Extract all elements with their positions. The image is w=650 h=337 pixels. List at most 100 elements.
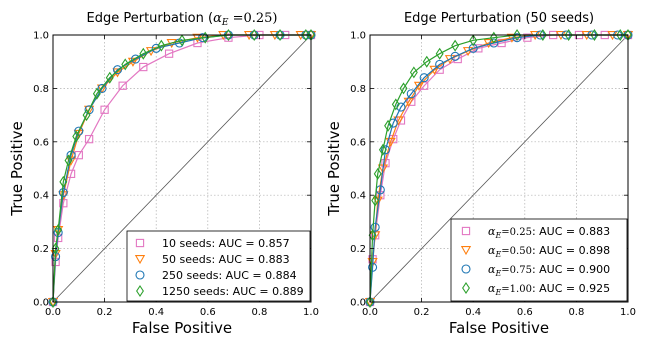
- x-tick-label: 0.2: [97, 307, 113, 318]
- axes-frame: [369, 34, 629, 303]
- data-point: [435, 59, 445, 69]
- data-point: [49, 296, 57, 308]
- legend-label: 250 seeds: AUC = 0.884: [162, 269, 297, 282]
- data-point: [366, 296, 374, 308]
- x-tick-label: 1.0: [620, 307, 636, 318]
- data-point: [489, 38, 499, 48]
- legend-alpha-value: =0.25: [501, 227, 532, 238]
- data-point: [82, 109, 91, 122]
- y-tick-label: 0.8: [350, 84, 366, 95]
- legend-alpha-value: =0.50: [501, 246, 532, 257]
- x-tick-label: 0.6: [200, 307, 216, 318]
- legend-symbol: α: [488, 263, 496, 276]
- y-tick-label: 0.4: [350, 191, 366, 202]
- chart-title: Edge Perturbation (αE =0.25): [87, 11, 278, 28]
- legend-label: αE=0.50: AUC = 0.898: [488, 244, 610, 259]
- legend-box: [450, 218, 628, 302]
- legend-marker: [135, 270, 145, 280]
- diagonal-reference-line: [52, 34, 312, 303]
- chart-panel-2: 0.0 0.2 0.4 0.6 0.8 1.0 0.0 0.2 0.4 0.6 0.8 1.0 Fals…: [325, 11, 636, 337]
- data-point: [157, 39, 166, 52]
- data-point: [58, 187, 68, 198]
- chart-panel-1: 0.0 0.2 0.4 0.6 0.8 1.0 0.0 0.2 0.4 0.6 0.8 1.0 Fals…: [8, 11, 319, 337]
- legend-item: αE=0.25: AUC = 0.883: [461, 225, 610, 240]
- data-point: [419, 73, 429, 83]
- legend-item: 250 seeds: AUC = 0.884: [135, 269, 297, 282]
- legend-item: 10 seeds: AUC = 0.857: [135, 237, 290, 250]
- axes-frame: [52, 34, 312, 303]
- legend-item: αE=0.75: AUC = 0.900: [461, 263, 610, 278]
- legend-symbol: α: [488, 244, 496, 257]
- data-point: [178, 34, 186, 47]
- y-tick-label: 0.0: [33, 298, 49, 309]
- legend-marker: [461, 226, 471, 236]
- y-tick-label: 1.0: [350, 31, 366, 42]
- data-point: [72, 130, 81, 143]
- data-point: [105, 71, 114, 84]
- data-point: [224, 29, 233, 41]
- legend-marker: [135, 238, 145, 248]
- title-symbol: α: [213, 11, 222, 26]
- data-point: [112, 65, 123, 75]
- y-tick-label: 0.6: [350, 137, 366, 148]
- legend-subscript: E: [494, 231, 501, 240]
- series-line: [52, 34, 311, 303]
- y-tick-label: 0.2: [350, 244, 366, 255]
- data-point: [92, 87, 101, 100]
- legend-marker: [134, 255, 146, 265]
- data-point: [118, 81, 127, 90]
- data-point: [371, 194, 380, 207]
- legend-item: 1250 seeds: AUC = 0.889: [136, 285, 304, 298]
- legend-text: : AUC = 0.898: [532, 244, 610, 257]
- legend-label: αE=0.25: AUC = 0.883: [488, 225, 610, 240]
- legend-label: 1250 seeds: AUC = 0.889: [162, 285, 304, 298]
- y-tick-label: 0.8: [33, 84, 49, 95]
- x-tick-label: 0.4: [465, 307, 481, 318]
- x-tick-label: 0.2: [414, 307, 430, 318]
- legend: 10 seeds: AUC = 0.857 50 seeds: AUC = 0.8…: [126, 230, 311, 302]
- legend-text: : AUC = 0.883: [532, 225, 610, 238]
- data-point: [84, 134, 94, 144]
- legend-text: 50 seeds: AUC = 0.883: [162, 253, 290, 266]
- legend-text: : AUC = 0.900: [532, 263, 610, 276]
- legend-item: 50 seeds: AUC = 0.883: [134, 253, 290, 266]
- data-point: [164, 49, 174, 58]
- data-point: [451, 39, 460, 52]
- data-point: [131, 54, 141, 64]
- data-point: [403, 97, 414, 107]
- data-point: [100, 105, 109, 114]
- x-tick-label: 1.0: [303, 307, 319, 318]
- x-axis-label: False Positive: [449, 319, 549, 337]
- data-point: [399, 82, 408, 95]
- y-axis-label: True Positive: [325, 121, 343, 216]
- data-point: [368, 262, 378, 272]
- legend-label: 50 seeds: AUC = 0.883: [162, 253, 290, 266]
- data-point: [276, 29, 284, 41]
- y-tick-label: 0.0: [350, 298, 366, 309]
- data-point: [370, 222, 380, 232]
- data-point: [590, 29, 599, 41]
- data-point: [97, 83, 107, 93]
- data-point: [422, 55, 431, 68]
- data-point: [384, 119, 393, 132]
- data-point: [616, 29, 625, 41]
- legend-subscript: E: [494, 250, 501, 259]
- x-tick-label: 0.0: [362, 307, 378, 318]
- data-point: [523, 33, 532, 42]
- y-tick-label: 1.0: [33, 31, 49, 42]
- legend-marker: [462, 282, 470, 294]
- data-point: [373, 167, 382, 180]
- data-point: [435, 47, 444, 60]
- data-point: [385, 137, 396, 147]
- data-point: [59, 175, 68, 188]
- legend-symbol: α: [488, 225, 496, 238]
- data-point: [378, 143, 387, 156]
- data-point: [391, 98, 400, 111]
- title-main: Edge Perturbation (: [87, 11, 214, 26]
- data-point: [64, 154, 73, 167]
- data-point: [54, 223, 63, 236]
- legend-text: 250 seeds: AUC = 0.884: [162, 269, 297, 282]
- data-point: [301, 29, 310, 41]
